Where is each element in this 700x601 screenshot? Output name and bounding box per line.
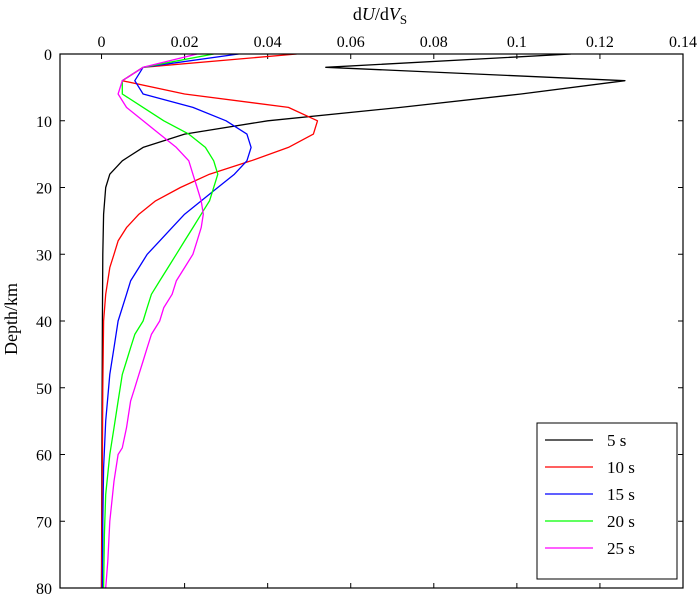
- x-tick-label: 0.06: [337, 34, 365, 51]
- y-tick-label: 30: [36, 247, 52, 264]
- series-line-20s: [102, 54, 219, 588]
- x-axis-title-u: U: [362, 4, 376, 24]
- x-tick-label: 0.1: [507, 34, 527, 51]
- y-tick-label: 70: [36, 514, 52, 531]
- series-line-25s: [105, 54, 204, 588]
- y-tick-label: 50: [36, 381, 52, 398]
- x-axis-title: dU/dVS: [353, 4, 407, 27]
- x-tick-label: 0.02: [171, 34, 199, 51]
- series-line-5s: [100, 54, 626, 588]
- x-tick-label: 0.04: [254, 34, 282, 51]
- legend-label: 10 s: [607, 458, 635, 477]
- x-axis-title-v: V: [389, 4, 402, 24]
- x-tick-label: 0.14: [669, 34, 697, 51]
- y-ticks: 0 10 20 30 40 50 60 70 80: [36, 47, 683, 598]
- x-tick-label: 0.12: [586, 34, 614, 51]
- y-axis-title: Depth/km: [1, 283, 21, 355]
- x-axis-title-prefix: d: [353, 4, 362, 24]
- x-ticks: 0 0.02 0.04 0.06 0.08 0.1 0.12 0.14: [98, 34, 697, 588]
- x-axis-title-sub: S: [400, 12, 407, 27]
- plot-frame: [59, 53, 684, 589]
- y-tick-label: 40: [36, 314, 52, 331]
- y-tick-label: 60: [36, 448, 52, 465]
- y-tick-label: 20: [36, 181, 52, 198]
- y-tick-label: 10: [36, 114, 52, 131]
- legend-label: 15 s: [607, 485, 635, 504]
- legend-label: 20 s: [607, 512, 635, 531]
- x-axis-title-sep: /d: [375, 4, 389, 24]
- series-line-10s: [100, 54, 319, 588]
- legend-label: 25 s: [607, 539, 635, 558]
- legend-box: [536, 422, 678, 580]
- x-tick-label: 0.08: [420, 34, 448, 51]
- x-tick-label: 0: [98, 34, 106, 51]
- legend: 5 s 10 s 15 s 20 s 25 s: [536, 422, 678, 580]
- series-group: [100, 54, 626, 588]
- y-tick-label: 80: [36, 581, 52, 598]
- y-tick-label: 0: [44, 47, 52, 64]
- legend-label: 5 s: [607, 431, 626, 450]
- series-line-15s: [101, 54, 252, 588]
